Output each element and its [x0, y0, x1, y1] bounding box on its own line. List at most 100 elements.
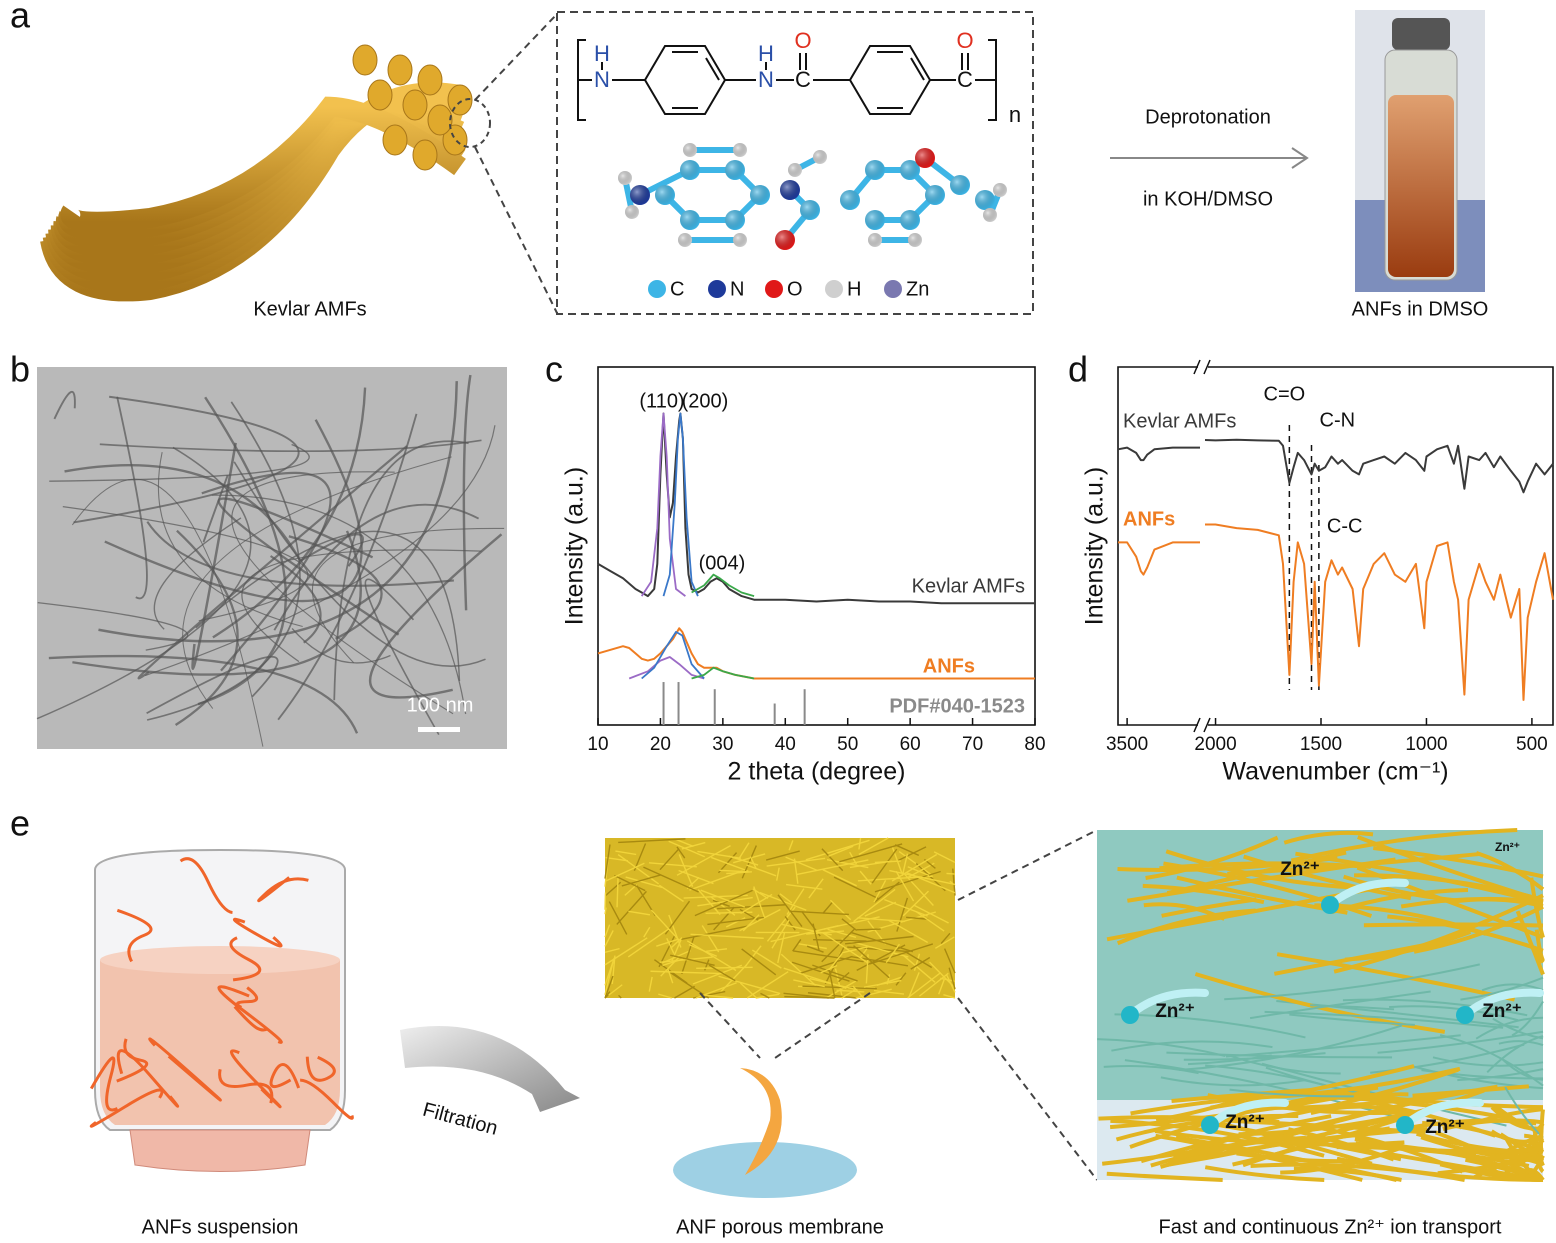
fiber-end: [352, 44, 378, 76]
membrane-fiber: [841, 918, 858, 931]
zoom-fiber: [1262, 1067, 1459, 1122]
beaker: [94, 848, 346, 1172]
membrane-fiber: [650, 970, 726, 975]
atom: C: [795, 67, 811, 92]
membrane-fiber: [839, 946, 868, 955]
tem-fiber: [288, 535, 383, 640]
tem-fiber: [233, 461, 486, 667]
series-label: Kevlar AMFs: [912, 575, 1025, 597]
y-axis-title: Intensity (a.u.): [561, 467, 589, 625]
membrane-fiber: [789, 910, 849, 916]
tem-fiber: [73, 395, 300, 524]
ion: [1321, 896, 1339, 914]
x-tick-label: 1000: [1405, 734, 1447, 755]
membrane-fiber: [793, 979, 825, 988]
membrane-fiber: [706, 948, 728, 953]
membrane-fiber: [605, 856, 629, 862]
membrane-fiber: [784, 995, 835, 999]
x-tick-label: 1500: [1300, 734, 1342, 755]
membrane-fiber: [828, 969, 836, 999]
membrane-fiber: [822, 902, 833, 914]
membrane-fiber: [741, 948, 777, 976]
membrane-fiber: [839, 843, 903, 863]
atom-shine: [625, 205, 639, 219]
zoom-fiber: [1167, 1127, 1428, 1166]
membrane-block: [605, 838, 955, 998]
membrane-fiber: [658, 884, 684, 903]
suspended-fiber: [229, 936, 262, 982]
membrane-fiber: [807, 992, 857, 999]
zoom-fiber: [1229, 1088, 1354, 1098]
membrane-fiber: [952, 868, 956, 896]
zoom-fiber: [1161, 897, 1257, 918]
x-tick-label: 50: [837, 734, 858, 755]
membrane-fiber: [903, 955, 936, 983]
membrane-fiber: [793, 950, 864, 963]
tem-fiber: [153, 517, 242, 630]
membrane-fiber: [812, 964, 858, 982]
membrane-fiber: [624, 884, 638, 896]
caption: ANFs suspension: [142, 1216, 299, 1238]
zoom-fiber: [1117, 855, 1338, 872]
ion-label: Zn²⁺: [1280, 859, 1320, 880]
membrane-fiber: [910, 956, 931, 970]
membrane-fiber: [891, 846, 903, 874]
zoom-fiber: [1464, 1157, 1544, 1182]
tem-fiber: [269, 555, 322, 644]
zoom-fiber: [1501, 1058, 1544, 1081]
membrane-fiber: [786, 883, 823, 890]
reference-label: C-N: [1320, 409, 1356, 431]
membrane-fiber: [674, 985, 695, 999]
series-label: PDF#040-1523: [889, 695, 1025, 717]
membrane-fiber: [856, 944, 906, 972]
atom-shine: [800, 200, 820, 220]
membrane-fiber: [628, 910, 651, 916]
suspended-fiber: [217, 985, 283, 1044]
x-tick-label: 70: [962, 734, 983, 755]
membrane-fiber: [838, 971, 850, 983]
membrane-fiber: [822, 932, 868, 964]
membrane-fiber: [859, 948, 868, 959]
membrane-fiber: [681, 925, 748, 941]
caption: ANFs in DMSO: [1352, 298, 1489, 320]
membrane-fiber: [824, 946, 845, 985]
tem-fiber: [277, 413, 418, 721]
membrane-disc: [673, 1142, 857, 1198]
membrane-fiber: [681, 936, 695, 975]
membrane-fiber: [833, 876, 880, 900]
zoom-fiber: [1210, 1064, 1415, 1110]
atom: O: [956, 28, 973, 53]
zoom-fiber: [1310, 1104, 1407, 1116]
membrane-fiber: [708, 964, 736, 982]
suspended-fiber: [299, 1078, 354, 1120]
membrane-fiber: [749, 856, 757, 869]
caption: Fast and continuous Zn²⁺ ion transport: [1159, 1216, 1502, 1238]
membrane-fiber: [710, 896, 736, 916]
membrane-fiber: [697, 896, 753, 907]
zoom-fiber: [1336, 1145, 1530, 1168]
membrane-fibers: [604, 837, 956, 999]
ion-label: Zn²⁺: [1225, 1112, 1265, 1133]
membrane-fiber: [627, 927, 670, 958]
membrane-fiber: [694, 889, 753, 917]
membrane-fiber: [864, 979, 902, 988]
membrane-fiber: [618, 838, 686, 844]
membrane-fiber: [907, 866, 930, 877]
zoom-fiber: [1225, 1034, 1461, 1058]
membrane-fiber: [777, 932, 786, 964]
membrane-fiber: [806, 930, 845, 935]
membrane-fiber: [889, 869, 956, 886]
membrane-fiber: [884, 898, 928, 917]
membrane-fiber: [643, 866, 699, 893]
membrane-fiber: [873, 880, 887, 903]
caption: ANF porous membrane: [676, 1216, 884, 1238]
peak-label: (004): [699, 552, 746, 574]
membrane-fiber: [669, 971, 710, 999]
tem-fiber: [462, 374, 472, 611]
atom-shine: [750, 185, 770, 205]
membrane-fiber: [906, 916, 929, 920]
zoom-fiber: [1290, 828, 1518, 863]
spectrum-line: [597, 627, 1035, 680]
atom-shine: [840, 190, 860, 210]
zoom-fiber: [1224, 963, 1481, 1001]
